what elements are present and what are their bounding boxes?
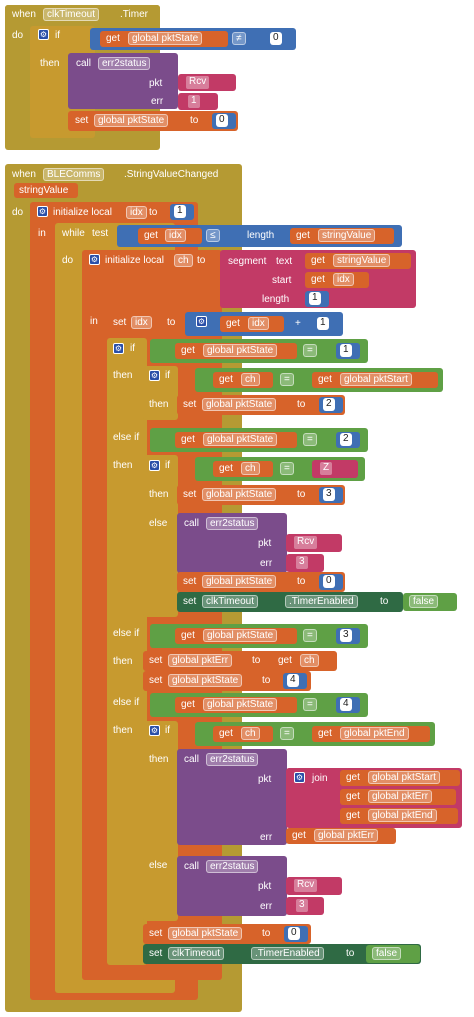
call-err2status-block[interactable] (177, 856, 287, 916)
mutator-gear-icon[interactable]: ⚙ (37, 206, 48, 217)
mutator-gear-icon[interactable]: ⚙ (294, 772, 305, 783)
when-label: when (12, 9, 36, 20)
if-else-block[interactable] (143, 721, 178, 921)
do-label: do (12, 30, 24, 41)
call-err2status-block[interactable] (68, 53, 178, 109)
component-dropdown[interactable]: clkTimeout (43, 8, 99, 21)
mutator-gear-icon[interactable]: ⚙ (113, 343, 124, 354)
if-block[interactable] (143, 366, 178, 420)
mutator-gear-icon[interactable]: ⚙ (38, 29, 49, 40)
text-block[interactable] (178, 93, 218, 110)
component-dropdown[interactable]: BLEComms (43, 168, 105, 181)
param-stringvalue[interactable]: stringValue (19, 185, 69, 196)
text-block[interactable] (178, 74, 236, 91)
get-global-block[interactable] (100, 31, 228, 47)
if-elseif-block[interactable] (107, 338, 147, 965)
if-else-block[interactable] (143, 455, 178, 617)
mutator-gear-icon[interactable]: ⚙ (149, 725, 160, 736)
mutator-gear-icon[interactable]: ⚙ (89, 254, 100, 265)
mutator-gear-icon[interactable]: ⚙ (196, 316, 207, 327)
call-err2status-block[interactable] (177, 513, 287, 573)
mutator-gear-icon[interactable]: ⚙ (149, 370, 160, 381)
mutator-gear-icon[interactable]: ⚙ (149, 460, 160, 471)
event-name: .Timer (120, 9, 148, 20)
